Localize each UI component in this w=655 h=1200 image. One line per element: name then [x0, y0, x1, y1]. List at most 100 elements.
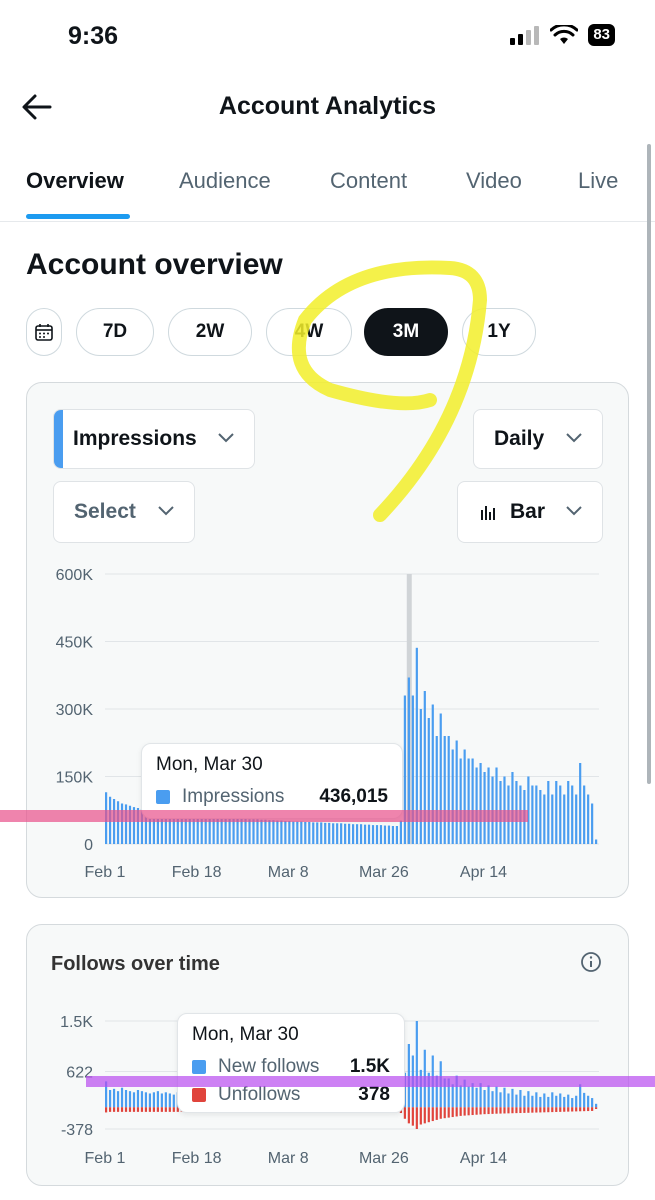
- x-tick-label: Apr 14: [460, 1150, 507, 1167]
- bar: [136, 1090, 140, 1108]
- bar: [403, 1107, 406, 1119]
- bar: [144, 809, 148, 844]
- range-7d[interactable]: 7D: [76, 308, 154, 356]
- calendar-button[interactable]: [26, 308, 62, 356]
- bar: [108, 796, 112, 844]
- bar: [483, 1107, 486, 1115]
- bar: [571, 1107, 574, 1112]
- range-2w[interactable]: 2W: [168, 308, 252, 356]
- bar: [176, 813, 179, 844]
- bar: [559, 1107, 562, 1112]
- bar: [304, 821, 307, 844]
- bar: [152, 1107, 155, 1112]
- bar: [164, 1107, 167, 1112]
- bar: [415, 1021, 418, 1108]
- bar: [108, 1090, 112, 1108]
- tab-audience[interactable]: Audience: [179, 168, 271, 193]
- bar: [555, 781, 558, 844]
- metric-dropdown-label: Impressions: [73, 427, 197, 450]
- bar: [136, 808, 140, 844]
- bar: [575, 1095, 578, 1108]
- y-tick-label: 1.5K: [60, 1014, 93, 1031]
- bar: [571, 785, 574, 844]
- bar: [312, 822, 315, 844]
- bar: [332, 823, 335, 844]
- bar: [567, 1094, 570, 1108]
- interval-dropdown[interactable]: Daily: [473, 409, 603, 469]
- bar: [551, 1092, 554, 1108]
- impressions-card: Impressions Daily Select Bar 600K 450K 300…: [26, 382, 629, 898]
- bar: [551, 1107, 554, 1113]
- tab-overview[interactable]: Overview: [26, 168, 124, 193]
- bar: [447, 736, 450, 844]
- tooltip-date: Mon, Mar 30: [192, 1024, 299, 1045]
- bar: [543, 1093, 546, 1108]
- bar: [511, 1088, 514, 1108]
- bar: [567, 781, 570, 844]
- bar: [467, 758, 470, 844]
- bar: [579, 763, 582, 844]
- bar: [419, 1107, 422, 1125]
- bar: [112, 1107, 116, 1112]
- bar: [439, 1107, 442, 1119]
- bar: [543, 794, 546, 844]
- bar: [120, 803, 124, 844]
- tab-video[interactable]: Video: [466, 168, 522, 193]
- bar: [527, 776, 530, 844]
- x-tick-label: Feb 1: [85, 1150, 126, 1167]
- bar: [160, 813, 163, 844]
- chevron-down-icon: [566, 433, 582, 443]
- bar: [208, 817, 211, 844]
- bar: [475, 767, 478, 844]
- bar: [375, 825, 379, 844]
- y-tick-label: 622: [66, 1064, 93, 1081]
- bar: [511, 1107, 514, 1114]
- bar: [200, 816, 203, 844]
- bar: [491, 1107, 494, 1114]
- bar: [172, 1107, 175, 1112]
- tab-content[interactable]: Content: [330, 168, 408, 193]
- range-3m[interactable]: 3M: [364, 308, 448, 356]
- bar: [563, 1096, 566, 1108]
- range-1y[interactable]: 1Y: [462, 308, 536, 356]
- tooltip-value-new: 1.5K: [349, 1056, 390, 1077]
- bar: [427, 1072, 430, 1108]
- new-follows-swatch: [192, 1060, 206, 1074]
- chevron-down-icon: [566, 506, 582, 516]
- bar: [352, 824, 355, 844]
- bar: [583, 1092, 586, 1108]
- bar: [156, 1107, 159, 1112]
- bar: [423, 1049, 426, 1108]
- bar: [539, 1107, 542, 1113]
- bar: [168, 1107, 171, 1112]
- scrollbar[interactable]: [647, 144, 651, 784]
- bar: [188, 815, 191, 844]
- bar: [383, 825, 387, 844]
- signal-icon: [510, 26, 540, 45]
- bar: [120, 1107, 124, 1112]
- tab-live[interactable]: Live: [578, 168, 619, 193]
- metric-dropdown[interactable]: Impressions: [53, 409, 255, 469]
- bar: [144, 1107, 148, 1112]
- bar: [168, 1093, 171, 1108]
- bar: [407, 677, 410, 844]
- bar: [228, 817, 231, 844]
- back-button[interactable]: [20, 92, 54, 122]
- bar: [495, 1086, 498, 1108]
- bar: [587, 1095, 590, 1108]
- bar: [399, 820, 402, 844]
- bar: [459, 1107, 462, 1116]
- bar: [284, 821, 287, 844]
- bar: [387, 825, 391, 844]
- range-4w[interactable]: 4W: [266, 308, 352, 356]
- tooltip-row-unf: Unfollows: [192, 1084, 300, 1106]
- bar: [164, 1092, 167, 1108]
- impressions-chart[interactable]: 600K 450K 300K 150K 0 Feb 1 Feb 18 Mar 8 Mar 26 A…: [27, 383, 627, 896]
- bar: [491, 1091, 494, 1108]
- info-icon[interactable]: [580, 951, 602, 973]
- bar: [487, 1085, 490, 1108]
- compare-dropdown[interactable]: Select: [53, 481, 195, 543]
- bar: [563, 794, 566, 844]
- bar: [140, 1107, 144, 1112]
- bar: [507, 1093, 510, 1108]
